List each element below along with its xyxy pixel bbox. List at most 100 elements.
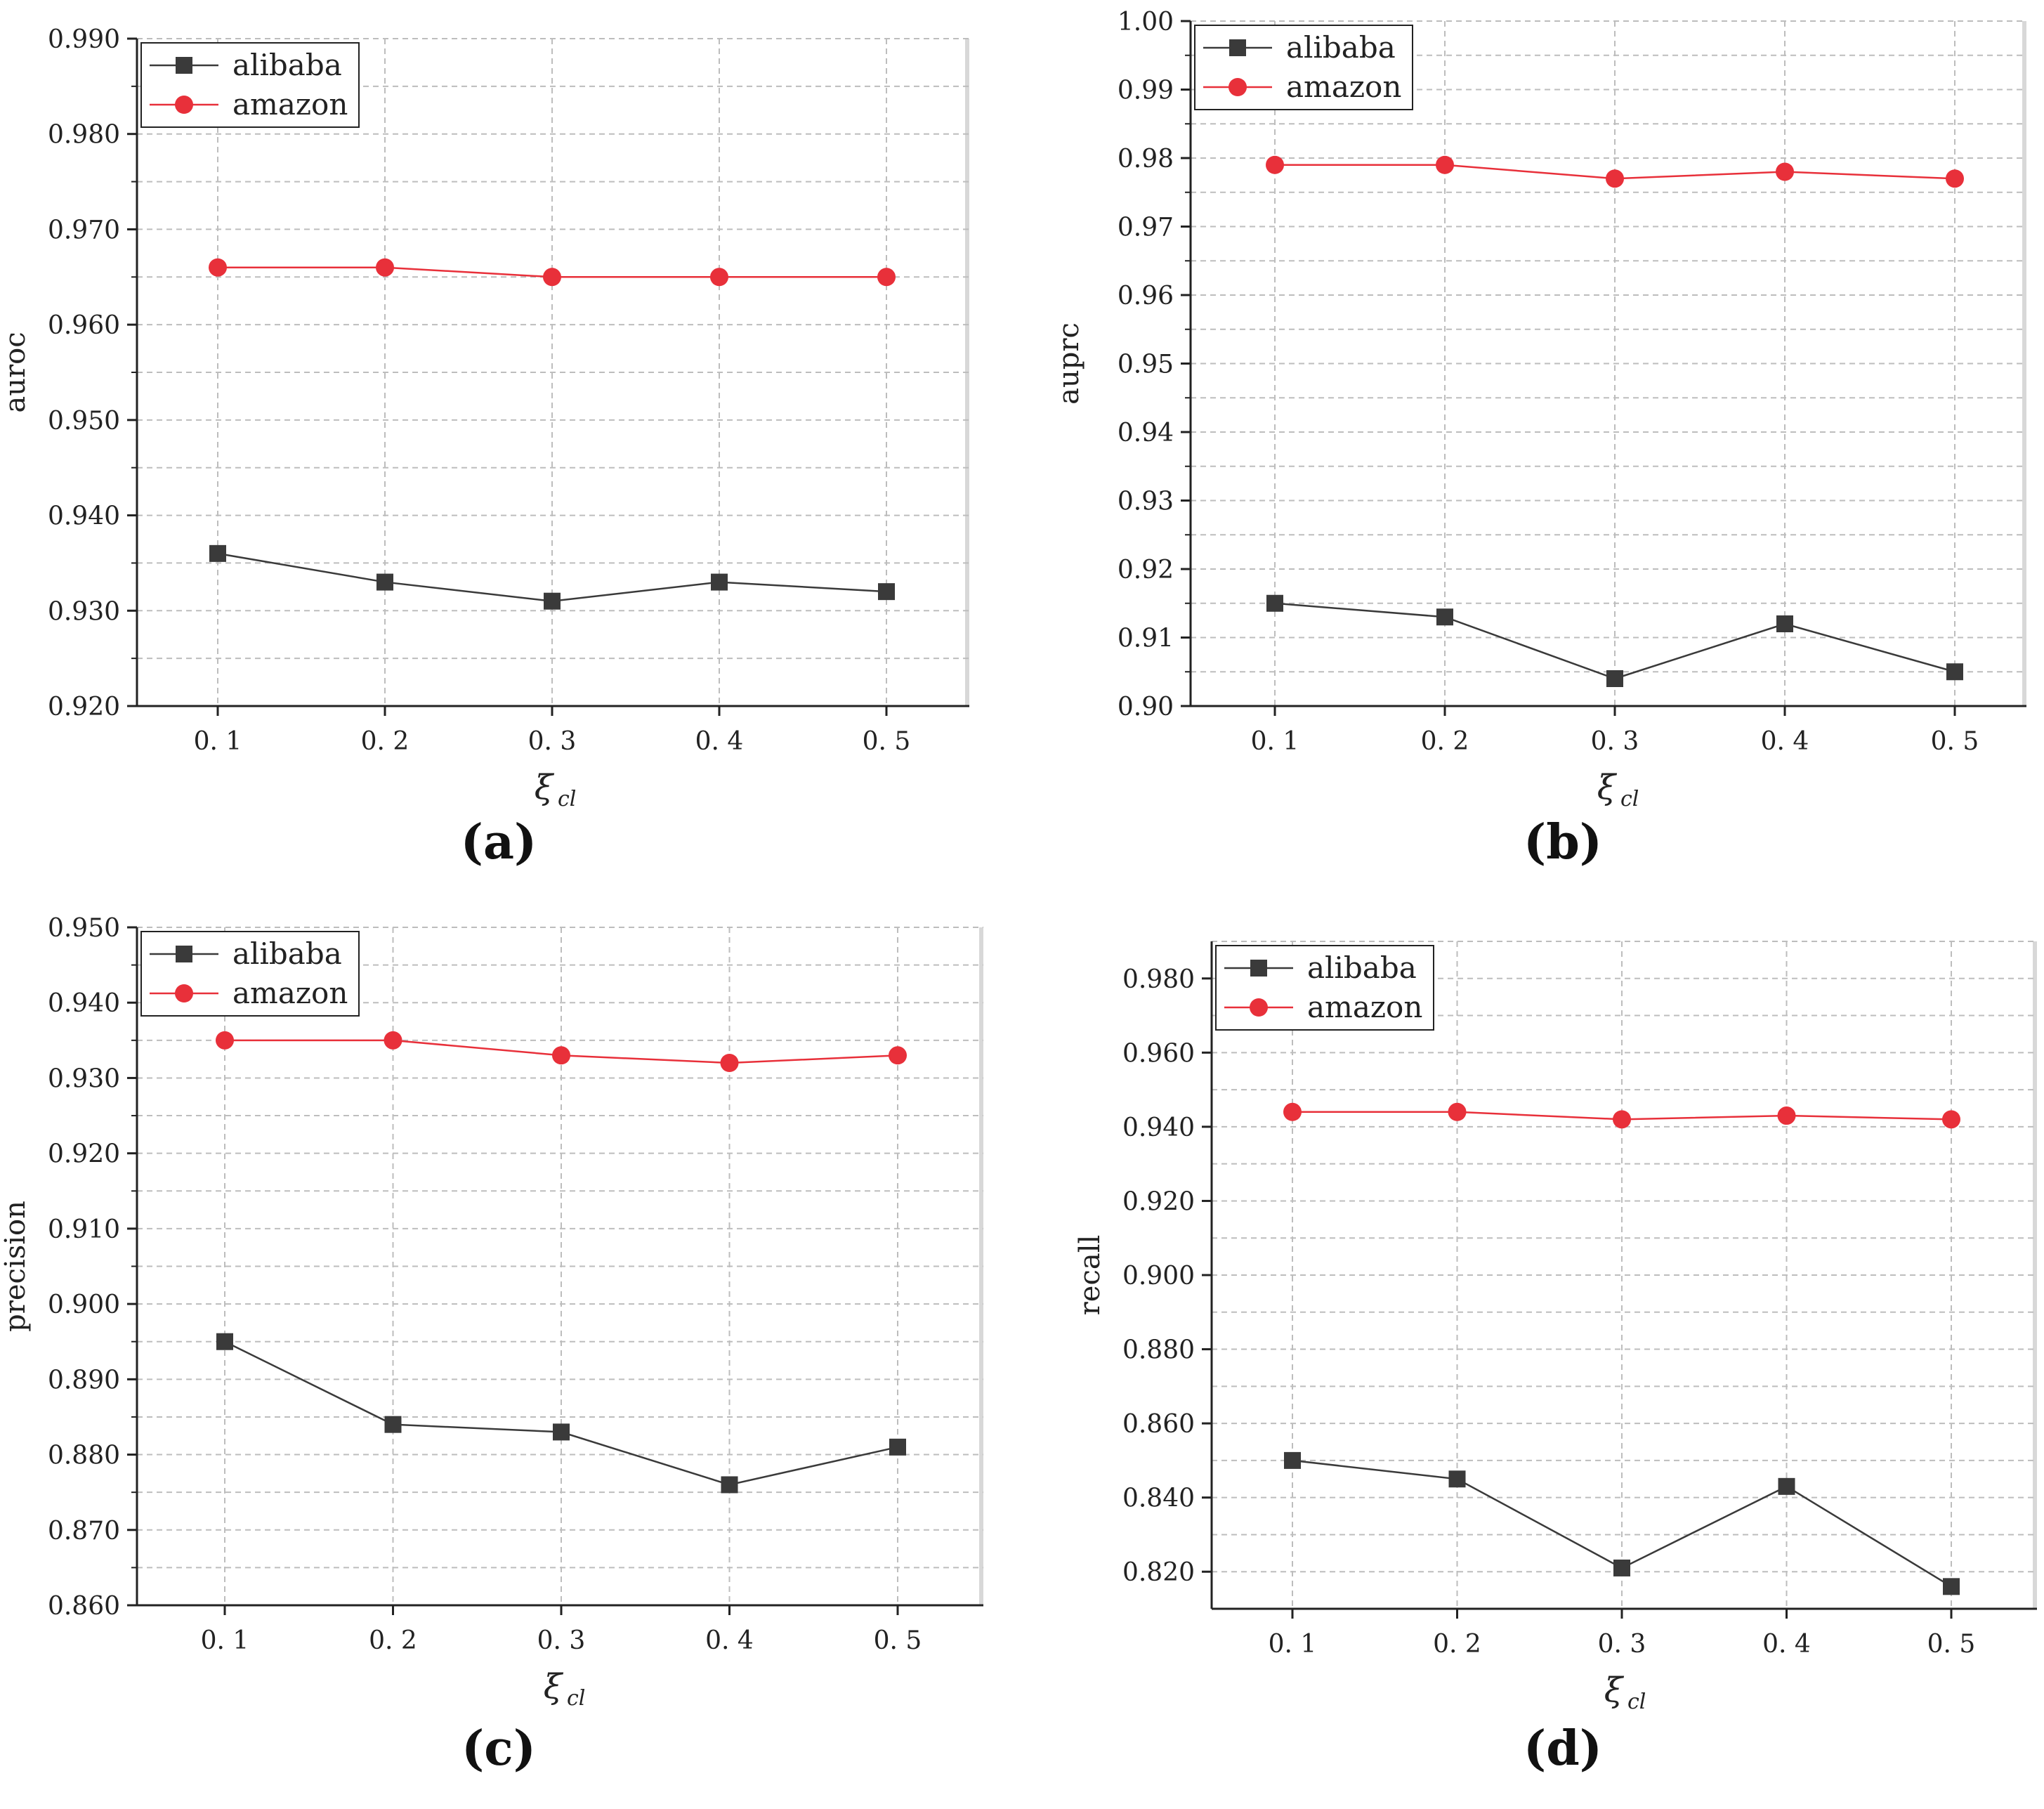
data-point-alibaba [1946, 663, 1963, 681]
x-axis-label: ξ [544, 1667, 564, 1706]
chart-panel-d: 0.820 0.840 0.860 0.880 0.900 0.920 0.940 0.960… [1074, 941, 2037, 1777]
y-tick-label: 0.820 [1122, 1558, 1195, 1587]
plot-right-border [2033, 941, 2037, 1609]
legend-label-alibaba: alibaba [232, 936, 342, 971]
y-tick-label: 0.90 [1118, 693, 1174, 721]
legend-label-alibaba: alibaba [1307, 951, 1417, 985]
x-tick-label: 0. 3 [528, 727, 577, 756]
data-point-alibaba [376, 573, 393, 591]
y-tick-label: 0.930 [48, 597, 120, 626]
y-tick-label: 0.99 [1118, 77, 1174, 105]
y-axis-label: precision [0, 1201, 32, 1332]
data-point-amazon [384, 1031, 402, 1050]
chart-panel-b: 0.90 0.91 0.92 0.93 0.94 0.95 0.96 0.97 0.98 0.99… [1053, 8, 2026, 870]
legend-label-amazon: amazon [232, 976, 348, 1010]
y-tick-label: 0.900 [1122, 1262, 1195, 1291]
x-axis-label: ξ [1597, 768, 1618, 807]
x-tick-label: 0. 5 [1927, 1630, 1976, 1659]
data-point-alibaba [1778, 1477, 1795, 1495]
data-point-amazon [552, 1046, 570, 1065]
y-tick-label: 0.990 [48, 25, 120, 54]
y-tick-label: 0.860 [1122, 1410, 1195, 1439]
data-point-amazon [720, 1054, 739, 1072]
data-point-amazon [1776, 162, 1794, 181]
legend-marker-alibaba [176, 946, 192, 962]
panel-label: (b) [1524, 814, 1602, 870]
y-tick-label: 1.00 [1118, 8, 1174, 37]
x-tick-label: 0. 5 [1931, 727, 1979, 756]
y-tick-label: 0.960 [1122, 1039, 1195, 1068]
y-tick-label: 0.98 [1118, 145, 1174, 174]
data-point-alibaba [1943, 1578, 1960, 1595]
y-tick-label: 0.97 [1118, 214, 1174, 242]
y-tick-label: 0.860 [48, 1592, 120, 1621]
y-tick-label: 0.910 [48, 1215, 120, 1244]
x-tick-label: 0. 1 [1251, 727, 1299, 756]
legend-marker-alibaba [1229, 39, 1246, 56]
y-tick-label: 0.920 [48, 1140, 120, 1169]
x-tick-label: 0. 2 [369, 1626, 417, 1655]
x-tick-label: 0. 5 [863, 727, 911, 756]
data-point-amazon [216, 1031, 234, 1050]
data-point-amazon [376, 258, 394, 277]
data-point-alibaba [711, 573, 728, 591]
data-point-alibaba [209, 544, 226, 562]
y-tick-label: 0.870 [48, 1517, 120, 1546]
x-tick-label: 0. 3 [1591, 727, 1639, 756]
chart-panel-a: 0.920 0.930 0.940 0.950 0.960 0.970 0.980 0.990… [0, 25, 969, 870]
panel-label: (d) [1524, 1720, 1602, 1777]
y-tick-label: 0.940 [48, 502, 120, 531]
x-tick-label: 0. 3 [537, 1626, 586, 1655]
y-tick-label: 0.940 [1122, 1114, 1195, 1142]
panel-label: (c) [461, 1720, 536, 1777]
data-point-alibaba [216, 1333, 233, 1350]
y-tick-label: 0.840 [1122, 1484, 1195, 1513]
data-point-alibaba [553, 1423, 570, 1441]
data-point-amazon [1777, 1106, 1796, 1125]
y-tick-label: 0.980 [48, 121, 120, 150]
x-tick-label: 0. 5 [874, 1626, 922, 1655]
y-tick-label: 0.920 [48, 693, 120, 721]
chart-panel-c: 0.860 0.870 0.880 0.890 0.900 0.910 0.920 0.930… [0, 914, 983, 1777]
data-point-alibaba [721, 1476, 738, 1494]
y-tick-label: 0.890 [48, 1366, 120, 1395]
y-tick-label: 0.93 [1118, 488, 1174, 516]
data-point-alibaba [1436, 608, 1453, 626]
x-axis-label-subscript: cl [558, 787, 576, 811]
legend-marker-alibaba [176, 57, 192, 74]
x-axis-label: ξ [1604, 1671, 1625, 1710]
data-point-amazon [209, 258, 227, 277]
data-point-amazon [1606, 169, 1624, 188]
x-tick-label: 0. 2 [1433, 1630, 1481, 1659]
y-tick-label: 0.940 [48, 989, 120, 1018]
data-point-amazon [889, 1046, 907, 1065]
data-point-amazon [1283, 1102, 1302, 1121]
legend-label-alibaba: alibaba [232, 48, 342, 82]
y-tick-label: 0.95 [1118, 351, 1174, 379]
plot-right-border [979, 927, 983, 1605]
data-point-amazon [1942, 1110, 1960, 1129]
legend-label-amazon: amazon [1307, 990, 1422, 1024]
data-point-amazon [877, 268, 896, 287]
data-point-amazon [1266, 155, 1284, 174]
legend-label-amazon: amazon [1286, 70, 1401, 104]
data-point-alibaba [544, 592, 561, 610]
y-tick-label: 0.880 [48, 1442, 120, 1470]
y-tick-label: 0.950 [48, 914, 120, 943]
panel-label: (a) [461, 814, 537, 870]
y-axis-label: auroc [0, 332, 32, 412]
y-tick-label: 0.950 [48, 407, 120, 436]
y-tick-label: 0.960 [48, 311, 120, 340]
data-point-amazon [710, 268, 728, 287]
data-point-alibaba [1606, 670, 1623, 687]
legend-marker-amazon [1229, 78, 1247, 96]
legend-marker-amazon [1250, 998, 1268, 1017]
x-tick-label: 0. 1 [1269, 1630, 1317, 1659]
y-axis-label: recall [1074, 1235, 1106, 1316]
legend-marker-alibaba [1250, 960, 1267, 977]
legend-marker-amazon [175, 984, 193, 1003]
y-tick-label: 0.94 [1118, 419, 1174, 448]
x-tick-label: 0. 4 [1761, 727, 1809, 756]
x-tick-label: 0. 4 [1762, 1630, 1811, 1659]
